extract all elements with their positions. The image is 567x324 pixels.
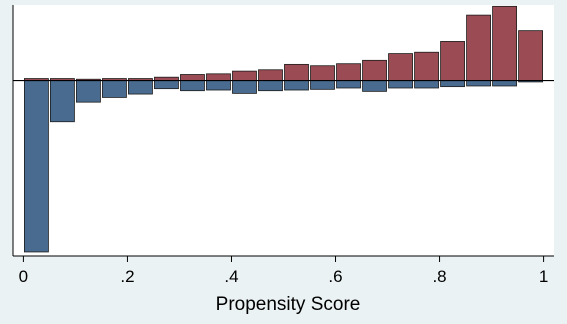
bar-series1-bin12 bbox=[336, 80, 361, 89]
bar-series0-bin13 bbox=[362, 59, 387, 81]
bar-series1-bin11 bbox=[310, 80, 335, 90]
bar-series1-bin18 bbox=[492, 80, 517, 87]
bar-series1-bin1 bbox=[50, 80, 75, 123]
bar-series1-bin6 bbox=[180, 80, 205, 92]
x-axis-ticks: 0 .2 .4 .6 .8 1 bbox=[19, 256, 548, 286]
bar-series0-bin11 bbox=[310, 65, 335, 81]
bar-series0-bin6 bbox=[180, 74, 205, 81]
bar-series1-bin0 bbox=[24, 80, 49, 253]
bar-series0-bin16 bbox=[440, 41, 465, 81]
bar-series1-bin9 bbox=[258, 80, 283, 92]
x-tick-label-2: .4 bbox=[224, 267, 238, 286]
x-tick-label-0: 0 bbox=[19, 267, 28, 286]
bar-series1-bin15 bbox=[414, 80, 439, 89]
bar-series1-bin3 bbox=[102, 80, 127, 98]
bar-series0-bin8 bbox=[232, 70, 257, 81]
bar-series1-bin2 bbox=[76, 80, 101, 103]
bar-series0-bin7 bbox=[206, 73, 231, 81]
x-tick-label-4: .8 bbox=[432, 267, 446, 286]
bar-series0-bin12 bbox=[336, 63, 361, 81]
bar-series0-bin17 bbox=[466, 14, 491, 81]
bar-series1-bin14 bbox=[388, 80, 413, 89]
bar-series1-bin7 bbox=[206, 80, 231, 91]
x-tick-label-1: .2 bbox=[120, 267, 134, 286]
bar-series1-bin17 bbox=[466, 80, 491, 87]
bar-series0-bin10 bbox=[284, 63, 309, 81]
x-tick-label-5: 1 bbox=[539, 267, 548, 286]
x-axis-title: Propensity Score bbox=[216, 294, 361, 315]
bars-group bbox=[24, 5, 543, 253]
bar-series0-bin15 bbox=[414, 51, 439, 81]
bar-series1-bin13 bbox=[362, 80, 387, 92]
bar-series0-bin18 bbox=[492, 5, 517, 81]
bar-series0-bin9 bbox=[258, 69, 283, 81]
bar-series1-bin8 bbox=[232, 80, 257, 94]
bar-series0-bin19 bbox=[518, 30, 543, 81]
bar-series1-bin5 bbox=[154, 80, 179, 90]
bar-series1-bin10 bbox=[284, 80, 309, 91]
bar-series0-bin14 bbox=[388, 53, 413, 81]
x-tick-label-3: .6 bbox=[328, 267, 342, 286]
bar-series1-bin4 bbox=[128, 80, 153, 95]
bar-series1-bin16 bbox=[440, 80, 465, 88]
